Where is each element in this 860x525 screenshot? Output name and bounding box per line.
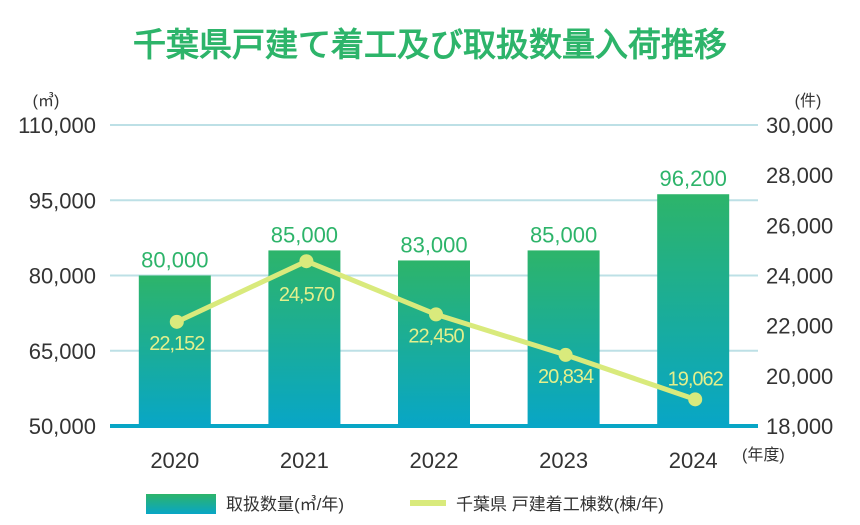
right-axis-unit: (件) [795,92,822,110]
bar-value-label: 83,000 [400,232,467,257]
x-tick-label: 2020 [150,448,199,473]
right-tick-label: 18,000 [766,414,833,439]
legend-label-line: 千葉県 戸建着工棟数(棟/年) [456,495,664,514]
line-value-label: 22,152 [149,333,205,355]
line-point [688,392,703,407]
chart-title: 千葉県戸建て着工及び取扱数量入荷推移 [133,26,727,63]
x-tick-label: 2023 [539,448,588,473]
left-axis-ticks: 50,000 65,000 80,000 95,000 110,000 [18,113,96,439]
bar-value-label: 96,200 [660,166,727,191]
bar [268,250,341,426]
legend-swatch-line [410,500,446,506]
right-tick-label: 30,000 [766,113,833,138]
bar-value-label: 85,000 [271,222,338,247]
legend-swatch-bar [146,494,216,514]
bar-value-label: 80,000 [141,248,208,273]
bar [398,260,470,426]
line-value-label: 24,570 [279,284,335,306]
bar [527,250,600,426]
x-tick-label: 2021 [280,448,329,473]
legend-label-bar: 取扱数量(㎥/年) [226,495,344,514]
line-series: 22,152 24,570 22,450 20,834 19,062 [149,254,725,407]
x-tick-label: 2022 [410,448,459,473]
right-tick-label: 28,000 [766,163,833,188]
bar [138,275,211,426]
left-tick-label: 50,000 [29,414,96,439]
line-point [429,307,443,322]
left-axis-unit: (㎥) [33,92,60,110]
x-tick-label: 2024 [669,448,718,473]
bar-value-label: 85,000 [530,222,597,247]
bar [657,194,730,426]
line-value-label: 20,834 [538,366,594,388]
left-tick-label: 95,000 [29,188,96,213]
right-tick-label: 22,000 [766,314,833,339]
line-point [558,347,573,362]
right-tick-label: 26,000 [766,213,833,238]
legend: 取扱数量(㎥/年) 千葉県 戸建着工棟数(棟/年) [146,494,664,514]
line-value-label: 19,062 [668,368,724,390]
x-axis-label: (年度) [742,446,785,464]
line-value-label: 22,450 [408,325,464,347]
line-point [299,254,314,269]
left-tick-label: 80,000 [29,264,96,289]
right-tick-label: 20,000 [766,364,833,389]
left-tick-label: 110,000 [18,113,96,138]
right-tick-label: 24,000 [766,264,833,289]
right-axis-ticks: 18,000 20,000 22,000 24,000 26,000 28,000 30,0… [766,113,833,439]
x-axis-ticks: 2020 2021 2022 2023 2024 [150,448,717,473]
bars: 80,000 85,000 83,000 85,000 96,200 [138,166,730,426]
line-point [169,314,184,329]
left-tick-label: 65,000 [29,339,96,364]
